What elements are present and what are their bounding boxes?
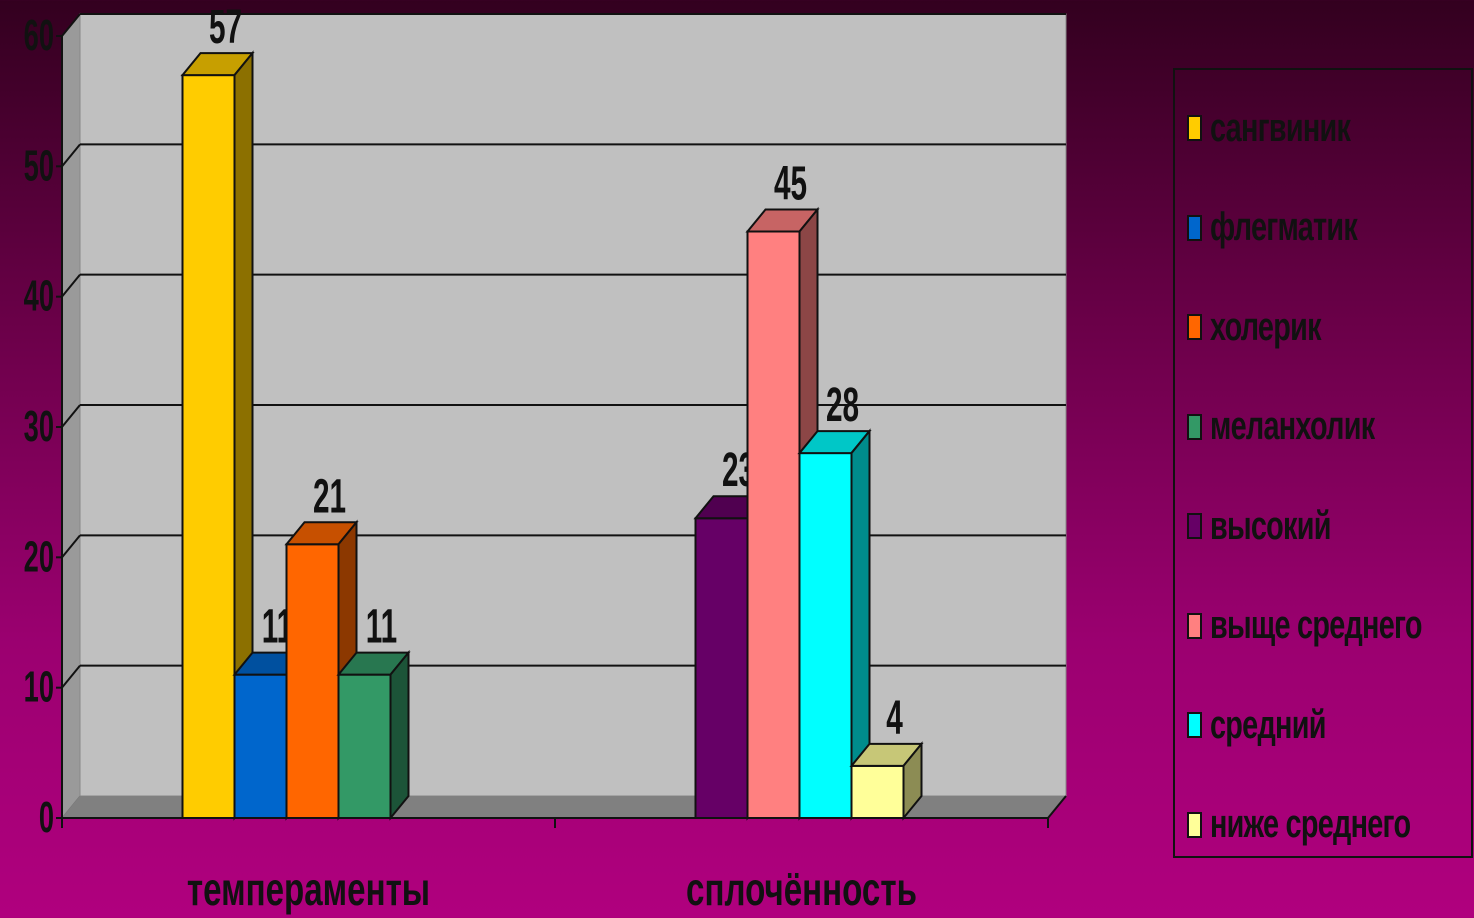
gridline	[61, 665, 81, 689]
legend-label: ниже среднего	[1210, 802, 1411, 846]
legend-swatch	[1187, 513, 1202, 539]
gridline	[61, 143, 81, 167]
y-tick-label: 60	[24, 10, 54, 59]
legend-item: выще среднего	[1187, 603, 1474, 648]
bar	[850, 764, 905, 819]
legend-item: высокий	[1187, 504, 1378, 548]
legend-item: флегматик	[1187, 205, 1414, 250]
gridline	[61, 13, 81, 37]
legend-label: холерик	[1210, 304, 1321, 349]
legend-swatch	[1187, 712, 1202, 738]
legend-label: меланхолик	[1210, 404, 1375, 448]
data-label: 11	[366, 601, 397, 654]
y-tick-label: 20	[24, 532, 54, 581]
legend-swatch	[1187, 413, 1202, 440]
bar	[694, 517, 749, 819]
legend-label: высокий	[1210, 503, 1331, 548]
data-label: 57	[209, 1, 242, 54]
bar	[337, 673, 392, 820]
data-label: 21	[313, 470, 346, 523]
y-tick-label: 40	[24, 271, 54, 320]
bar	[798, 452, 853, 819]
legend-item: сангвиник	[1187, 106, 1405, 150]
legend-label: флегматик	[1210, 205, 1358, 249]
gridline	[61, 534, 81, 558]
gridline	[61, 404, 81, 428]
data-label: 28	[826, 379, 859, 432]
legend-item: меланхолик	[1187, 404, 1438, 449]
x-tick-label: темпераменты	[187, 865, 430, 915]
legend-item: ниже среднего	[1187, 802, 1474, 847]
y-tick-label: 10	[24, 662, 54, 711]
legend-swatch	[1187, 115, 1202, 141]
legend-swatch	[1187, 612, 1202, 639]
legend-label: сангвиник	[1210, 105, 1351, 150]
y-tick-label: 50	[24, 141, 54, 190]
bar	[285, 543, 340, 819]
legend-label: средний	[1210, 702, 1326, 747]
bar	[181, 74, 236, 820]
y-tick-label: 0	[39, 792, 54, 841]
data-label: 45	[774, 157, 807, 210]
legend-swatch	[1187, 214, 1202, 241]
data-label: 4	[886, 692, 903, 745]
bar-side	[389, 649, 410, 821]
legend-swatch	[1187, 314, 1202, 340]
bar	[746, 230, 801, 819]
legend-swatch	[1187, 811, 1202, 838]
bar-side	[902, 741, 923, 821]
x-tick-label: сплочённость	[686, 865, 917, 915]
legend-label: выще среднего	[1210, 603, 1423, 647]
axis-edge	[1047, 795, 1067, 819]
gridline	[61, 274, 81, 298]
legend: сангвиник флегматик холерик меланхолик высок…	[1173, 68, 1473, 858]
bar	[233, 673, 288, 820]
legend-item: холерик	[1187, 305, 1364, 349]
y-tick-label: 30	[24, 401, 54, 450]
legend-item: средний	[1187, 703, 1371, 747]
